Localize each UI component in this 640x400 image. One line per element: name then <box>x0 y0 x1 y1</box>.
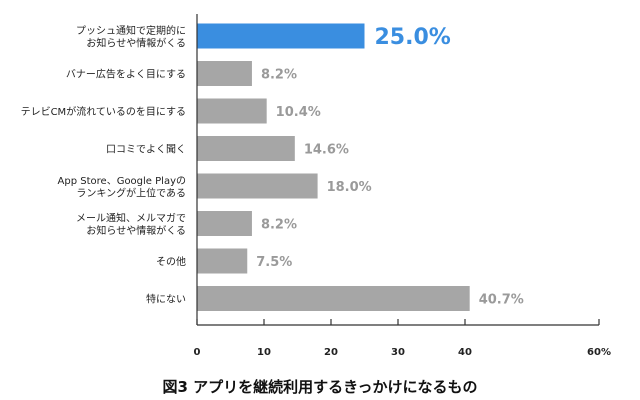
x-tick-label-4: 40 <box>458 347 472 358</box>
category-label-line: 口コミでよく聞く <box>106 144 186 156</box>
category-label-line: メール通知、メルマガで <box>76 211 186 224</box>
value-label-2: 10.4% <box>276 105 321 120</box>
category-label-line: プッシュ通知で定期的に <box>76 24 186 37</box>
axis-group: 0 10 20 30 40 60% <box>194 14 611 358</box>
chart-caption: 図3 アプリを継続利用するきっかけになるもの <box>162 378 477 396</box>
category-label-line: 特にない <box>146 294 186 306</box>
category-labels: プッシュ通知で定期的にお知らせや情報がくるバナー広告をよく目にするテレビCMが流… <box>21 24 186 306</box>
x-tick-label-5: 60% <box>587 347 611 358</box>
category-label-0: プッシュ通知で定期的にお知らせや情報がくる <box>76 24 186 50</box>
value-label-4: 18.0% <box>327 180 372 195</box>
category-label-3: 口コミでよく聞く <box>106 144 186 156</box>
bar-0 <box>197 23 365 49</box>
category-label-line: App Store、Google Playの <box>58 176 186 187</box>
bar-1 <box>197 61 252 86</box>
value-label-0: 25.0% <box>375 25 451 50</box>
category-label-line: お知らせや情報がくる <box>86 36 186 49</box>
bar-4 <box>197 173 318 199</box>
value-label-1: 8.2% <box>261 68 297 83</box>
category-label-line: ランキングが上位である <box>76 186 186 199</box>
bar-6 <box>197 248 248 274</box>
category-label-2: テレビCMが流れているのを目にする <box>21 105 186 118</box>
bars-group <box>197 23 470 311</box>
x-tick-label-1: 10 <box>257 347 271 358</box>
category-label-7: 特にない <box>146 294 186 306</box>
category-label-line: お知らせや情報がくる <box>86 224 186 237</box>
value-label-5: 8.2% <box>261 218 297 233</box>
bar-3 <box>197 136 295 161</box>
category-label-line: テレビCMが流れているのを目にする <box>21 105 186 118</box>
category-label-line: その他 <box>156 255 186 268</box>
category-label-5: メール通知、メルマガでお知らせや情報がくる <box>76 211 186 237</box>
category-label-6: その他 <box>156 255 186 268</box>
value-label-7: 40.7% <box>479 293 524 308</box>
bar-7 <box>197 286 470 311</box>
category-label-line: バナー広告をよく目にする <box>66 68 186 81</box>
value-labels: 25.0% 8.2% 10.4% 14.6% 18.0% 8.2% 7.5% 40.7% <box>256 25 524 308</box>
bar-5 <box>197 211 252 236</box>
bar-2 <box>197 98 267 124</box>
x-tick-label-3: 30 <box>391 347 405 358</box>
category-label-4: App Store、Google Playのランキングが上位である <box>58 176 186 200</box>
value-label-6: 7.5% <box>256 255 292 270</box>
x-tick-label-0: 0 <box>194 347 201 358</box>
x-tick-label-2: 20 <box>324 347 338 358</box>
value-label-3: 14.6% <box>304 143 349 158</box>
category-label-1: バナー広告をよく目にする <box>66 68 186 81</box>
